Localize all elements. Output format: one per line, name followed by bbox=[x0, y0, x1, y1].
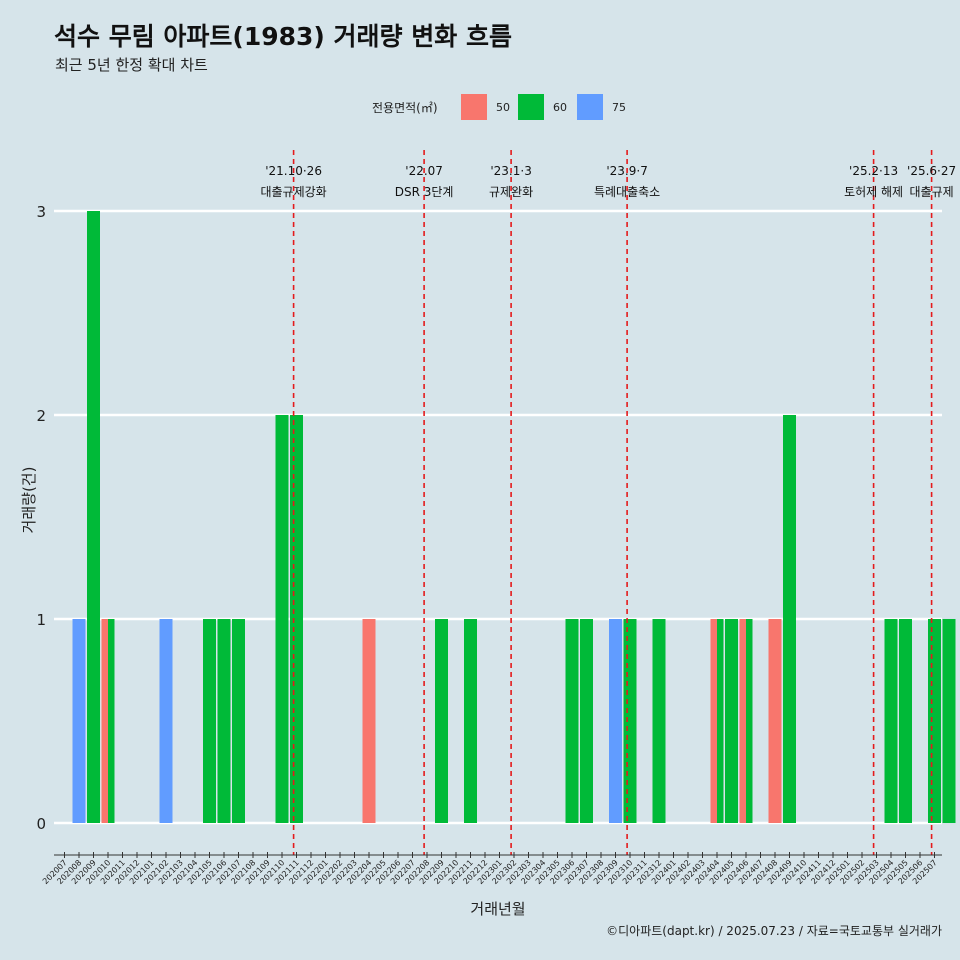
y-axis-title: 거래량(건) bbox=[20, 467, 38, 534]
bar-202010-50 bbox=[101, 619, 108, 823]
legend-title: 전용면적(㎡) bbox=[372, 101, 438, 115]
event-label-5: 대출규제 bbox=[910, 185, 954, 199]
bar-202110-60 bbox=[275, 415, 289, 823]
event-date-5: '25.6·27 bbox=[907, 164, 956, 178]
bar-202310-60 bbox=[623, 619, 637, 823]
legend-swatch-60 bbox=[518, 94, 544, 120]
caption: ©디아파트(dapt.kr) / 2025.07.23 / 자료=국토교통부 실… bbox=[606, 924, 942, 938]
legend-label-50: 50 bbox=[496, 101, 510, 114]
event-label-4: 토허제 해제 bbox=[844, 185, 903, 199]
bar-202404-50 bbox=[710, 619, 717, 823]
event-date-3: '23.9·7 bbox=[606, 164, 647, 178]
event-label-3: 특례대출축소 bbox=[594, 185, 660, 199]
event-date-1: '22.07 bbox=[405, 164, 443, 178]
bar-202507-60 bbox=[928, 619, 941, 823]
bar-202211-60 bbox=[464, 619, 477, 823]
legend: 50 60 75 bbox=[461, 94, 626, 120]
bar-202307-60 bbox=[580, 619, 593, 823]
x-axis: 2020072020082020092020102020112020122021… bbox=[41, 852, 942, 886]
bar-202306-60 bbox=[565, 619, 579, 823]
bar-202105-60 bbox=[203, 619, 216, 823]
bar-202312-60 bbox=[652, 619, 666, 823]
bar-202111-60 bbox=[290, 415, 303, 823]
event-date-0: '21.10·26 bbox=[265, 164, 322, 178]
event-date-2: '23.1·3 bbox=[490, 164, 531, 178]
bar-202309-75 bbox=[609, 619, 622, 823]
event-markers: '21.10·26 대출규제강화 '22.07 DSR 3단계 '23.1·3 규제완화 '… bbox=[260, 150, 956, 855]
bar-202409-60 bbox=[783, 415, 796, 823]
y-tick-0: 0 bbox=[36, 815, 46, 833]
y-tick-1: 1 bbox=[36, 611, 46, 629]
y-tick-2: 2 bbox=[36, 407, 46, 425]
y-tick-3: 3 bbox=[36, 203, 46, 221]
bar-202406-50 bbox=[739, 619, 746, 823]
legend-label-75: 75 bbox=[612, 101, 626, 114]
bar-202504-60 bbox=[884, 619, 898, 823]
bar-202008-75 bbox=[72, 619, 86, 823]
x-axis-title: 거래년월 bbox=[470, 900, 525, 918]
bar-202508-60 bbox=[942, 619, 956, 823]
bar-202106-60 bbox=[217, 619, 231, 823]
event-label-1: DSR 3단계 bbox=[395, 185, 454, 199]
event-label-0: 대출규제강화 bbox=[260, 185, 326, 199]
event-label-2: 규제완화 bbox=[489, 185, 533, 199]
bar-202204-50 bbox=[362, 619, 376, 823]
bars bbox=[72, 211, 956, 823]
bar-202107-60 bbox=[232, 619, 245, 823]
bar-202408-50 bbox=[768, 619, 782, 823]
chart-title: 석수 무림 아파트(1983) 거래량 변화 흐름 bbox=[54, 22, 512, 51]
legend-label-60: 60 bbox=[553, 101, 567, 114]
event-date-4: '25.2·13 bbox=[849, 164, 898, 178]
bar-202102-75 bbox=[159, 619, 173, 823]
legend-swatch-75 bbox=[577, 94, 603, 120]
bar-202406-60 bbox=[746, 619, 753, 823]
bar-202404-60 bbox=[717, 619, 724, 823]
y-tick-labels: 0 1 2 3 bbox=[36, 203, 46, 833]
bar-202009-60 bbox=[87, 211, 100, 823]
legend-swatch-50 bbox=[461, 94, 487, 120]
chart-subtitle: 최근 5년 한정 확대 차트 bbox=[55, 56, 208, 74]
bar-202209-60 bbox=[435, 619, 448, 823]
bar-202505-60 bbox=[899, 619, 912, 823]
bar-202010-60 bbox=[108, 619, 115, 823]
bar-202405-60 bbox=[725, 619, 738, 823]
y-gridlines bbox=[54, 209, 942, 825]
